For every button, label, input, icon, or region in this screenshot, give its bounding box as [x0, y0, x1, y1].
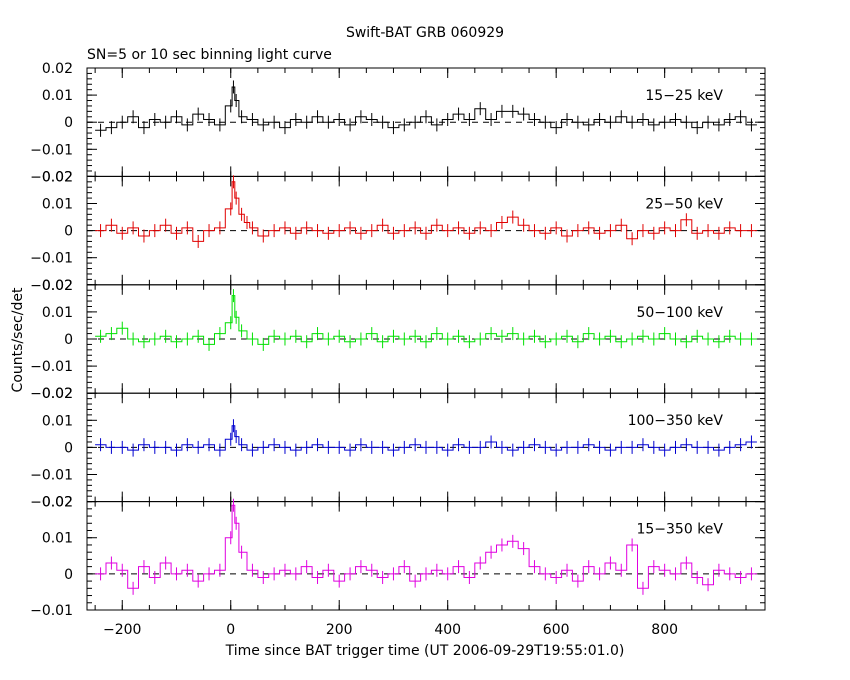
panel-energy-label: 50−100 keV — [636, 305, 723, 321]
series-line — [95, 295, 757, 345]
panel-energy-label: 15−350 keV — [636, 522, 723, 538]
panel-energy-label: 100−350 keV — [628, 413, 724, 429]
y-tick-label: 0 — [64, 224, 73, 240]
panel-1: −0.02 −0.01 0 0.01 0.02 15−25 keV — [30, 61, 766, 185]
series-line — [95, 425, 757, 451]
x-tick-label: 400 — [434, 622, 461, 638]
panel-energy-label: 25−50 keV — [645, 196, 723, 212]
y-tick-label: 0 — [64, 440, 73, 456]
chart-subtitle: SN=5 or 10 sec binning light curve — [87, 47, 332, 63]
y-tick-label: 0.01 — [42, 305, 73, 321]
x-tick-label: 600 — [543, 622, 570, 638]
x-tick-label: 0 — [226, 622, 235, 638]
y-tick-label: −0.02 — [30, 169, 73, 185]
y-tick-label: 0.01 — [42, 88, 73, 104]
y-tick-label: 0.02 — [42, 495, 73, 511]
x-axis-label: Time since BAT trigger time (UT 2006-09-… — [225, 643, 625, 659]
y-tick-label: 0.02 — [42, 278, 73, 294]
y-tick-label: −0.01 — [30, 359, 73, 375]
y-tick-label: −0.01 — [30, 142, 73, 158]
panel-energy-label: 15−25 keV — [645, 88, 723, 104]
panel-5: −0.01 0 0.01 0.02 15−350 keV — [30, 495, 766, 619]
panel-2: −0.02 −0.01 0 0.01 0.02 25−50 keV — [30, 169, 766, 294]
y-tick-label: 0 — [64, 115, 73, 131]
series-line — [95, 86, 757, 131]
chart-title: Swift-BAT GRB 060929 — [346, 25, 504, 41]
panel-frame — [86, 501, 766, 611]
y-tick-label: −0.01 — [30, 603, 73, 619]
series-line — [95, 181, 757, 242]
x-tick-label: 200 — [326, 622, 353, 638]
panels-group: −0.02 −0.01 0 0.01 0.02 15−25 keV −0.02 −0.01 0 0… — [30, 61, 766, 638]
y-tick-label: 0.01 — [42, 531, 73, 547]
panel-3: −0.02 −0.01 0 0.01 0.02 50−100 keV — [30, 278, 766, 402]
y-tick-label: −0.02 — [30, 495, 73, 511]
y-tick-label: −0.02 — [30, 278, 73, 294]
y-tick-label: 0.02 — [42, 386, 73, 402]
y-tick-label: −0.02 — [30, 386, 73, 402]
y-tick-label: −0.01 — [30, 251, 73, 267]
y-tick-label: 0.01 — [42, 413, 73, 429]
y-tick-label: −0.01 — [30, 468, 73, 484]
y-tick-label: 0 — [64, 332, 73, 348]
x-tick-label: 800 — [651, 622, 678, 638]
y-axis-label: Counts/sec/det — [10, 287, 26, 392]
y-tick-label: 0 — [64, 567, 73, 583]
x-tick-label: −200 — [103, 622, 141, 638]
panel-4: −0.02 −0.01 0 0.01 0.02 100−350 keV — [30, 386, 766, 511]
y-tick-label: 0.02 — [42, 169, 73, 185]
y-tick-label: 0.02 — [42, 61, 73, 77]
y-tick-label: 0.01 — [42, 197, 73, 213]
